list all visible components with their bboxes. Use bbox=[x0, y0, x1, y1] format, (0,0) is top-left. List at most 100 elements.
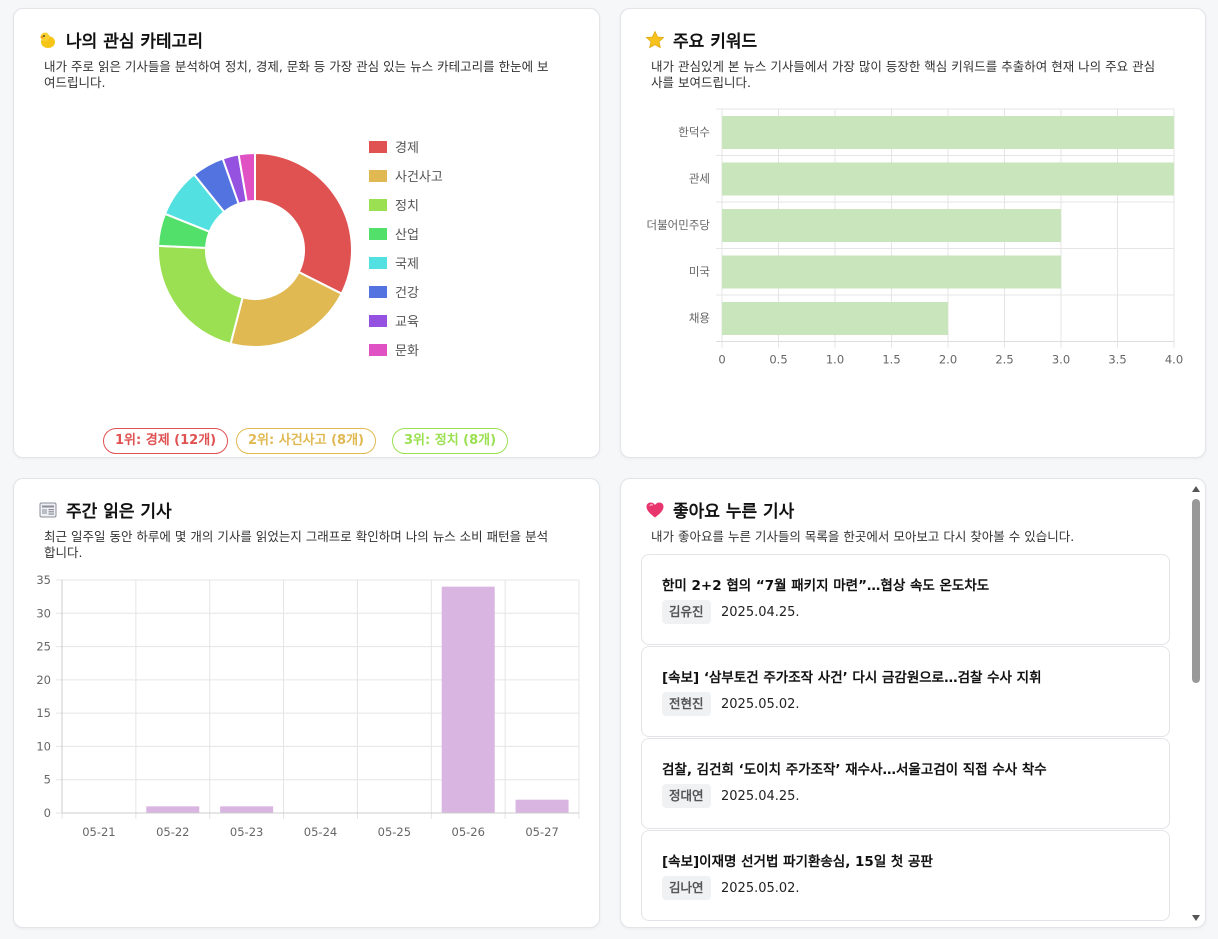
legend-swatch[interactable] bbox=[369, 141, 387, 153]
y-tick-label: 채용 bbox=[689, 311, 710, 325]
y-tick-label: 관세 bbox=[689, 172, 710, 186]
keyword-card-title: 주요 키워드 bbox=[645, 27, 757, 52]
category-card-title: 나의 관심 카테고리 bbox=[38, 27, 203, 52]
y-tick-label: 30 bbox=[36, 606, 51, 620]
y-tick-label: 25 bbox=[36, 640, 51, 654]
legend-label[interactable]: 정치 bbox=[395, 199, 419, 214]
weekly-desc-line1: 최근 일주일 동안 하루에 몇 개의 기사를 읽었는지 그래프로 확인하며 나의… bbox=[44, 529, 549, 544]
x-tick-label: 1.5 bbox=[882, 353, 900, 367]
x-tick-label: 05-24 bbox=[304, 825, 337, 839]
x-tick-label: 05-22 bbox=[156, 825, 189, 839]
keyword-bar-관세[interactable] bbox=[722, 162, 1174, 196]
legend-label[interactable]: 교육 bbox=[395, 315, 419, 330]
category-desc-line2: 여드립니다. bbox=[44, 75, 106, 90]
x-tick-label: 05-25 bbox=[378, 825, 411, 839]
liked-article-item[interactable]: [속보]이재명 선거법 파기환송심, 15일 첫 공판 김나연 2025.05.02… bbox=[641, 830, 1170, 921]
donut-slice-경제[interactable] bbox=[254, 151, 353, 296]
x-tick-label: 1.0 bbox=[826, 353, 844, 367]
x-tick-label: 05-21 bbox=[82, 825, 115, 839]
scroll-up-arrow-icon[interactable] bbox=[1192, 486, 1200, 492]
legend-swatch[interactable] bbox=[369, 315, 387, 327]
article-title[interactable]: [속보] ‘삼부토건 주가조작 사건’ 다시 금감원으로…검찰 수사 지휘 bbox=[662, 670, 1042, 686]
x-tick-label: 05-26 bbox=[452, 825, 485, 839]
weekly-card-title: 주간 읽은 기사 bbox=[38, 497, 172, 522]
scrollbar-thumb[interactable] bbox=[1192, 499, 1200, 683]
weekly-card: 주간 읽은 기사 최근 일주일 동안 하루에 몇 개의 기사를 읽었는지 그래프… bbox=[13, 478, 600, 928]
x-tick-label: 3.5 bbox=[1108, 353, 1126, 367]
category-desc-line1: 내가 주로 읽은 기사들을 분석하여 정치, 경제, 문화 등 가장 관심 있는… bbox=[44, 59, 549, 74]
x-tick-label: 3.0 bbox=[1052, 353, 1070, 367]
legend-swatch[interactable] bbox=[369, 286, 387, 298]
weekly-desc-line2: 합니다. bbox=[44, 545, 83, 560]
legend-label[interactable]: 경제 bbox=[395, 141, 419, 156]
liked-card: 좋아요 누른 기사 내가 좋아요를 누른 기사들의 목록을 한곳에서 모아보고 … bbox=[620, 478, 1206, 928]
keyword-desc-line2: 사를 보여드립니다. bbox=[651, 75, 751, 90]
article-title[interactable]: 검찰, 김건희 ‘도이치 주가조작’ 재수사…서울고검이 직접 수사 착수 bbox=[662, 762, 1047, 778]
donut-slice-사건사고[interactable] bbox=[229, 270, 343, 348]
weekly-desc: 최근 일주일 동안 하루에 몇 개의 기사를 읽었는지 그래프로 확인하며 나의… bbox=[44, 529, 548, 561]
y-tick-label: 10 bbox=[36, 739, 51, 753]
legend-swatch[interactable] bbox=[369, 344, 387, 356]
legend-label[interactable]: 문화 bbox=[395, 344, 419, 359]
newspaper-icon bbox=[39, 502, 57, 517]
rank-badge: 3위: 정치 (8개) bbox=[392, 428, 509, 454]
article-author: 정대연 bbox=[662, 784, 711, 808]
y-tick-label: 더불어민주당 bbox=[647, 218, 711, 232]
weekly-bar-05-27[interactable] bbox=[515, 799, 569, 813]
weekly-bar-05-23[interactable] bbox=[220, 806, 274, 813]
weekly-bar-chart: 0 5 10 15 20 25 30 35 05-21 05-22 05-23 05-24 05-25 0… bbox=[36, 573, 580, 839]
article-title[interactable]: [속보]이재명 선거법 파기환송심, 15일 첫 공판 bbox=[662, 854, 933, 870]
weekly-bar-05-22[interactable] bbox=[146, 806, 200, 813]
rank-badge: 2위: 사건사고 (8개) bbox=[236, 428, 376, 454]
article-date: 2025.05.02. bbox=[721, 881, 800, 896]
keyword-desc: 내가 관심있게 본 뉴스 기사들에서 가장 많이 등장한 핵심 키워드를 추출하… bbox=[651, 59, 1155, 91]
y-tick-label: 15 bbox=[36, 706, 51, 720]
scroll-down-arrow-icon[interactable] bbox=[1192, 915, 1200, 921]
article-title[interactable]: 한미 2+2 협의 “7월 패키지 마련”…협상 속도 온도차도 bbox=[662, 578, 990, 594]
y-tick-label: 한덕수 bbox=[678, 125, 710, 139]
x-tick-label: 4.0 bbox=[1165, 353, 1183, 367]
article-author: 김유진 bbox=[662, 600, 711, 624]
legend-label[interactable]: 사건사고 bbox=[395, 170, 443, 185]
legend-swatch[interactable] bbox=[369, 199, 387, 211]
scrollbar-track[interactable] bbox=[1191, 483, 1201, 923]
chick-icon bbox=[40, 32, 55, 48]
donut-slice-정치[interactable] bbox=[157, 244, 244, 346]
legend-label[interactable]: 산업 bbox=[395, 228, 419, 243]
x-tick-label: 05-23 bbox=[230, 825, 263, 839]
legend-swatch[interactable] bbox=[369, 228, 387, 240]
rank-badge: 1위: 경제 (12개) bbox=[103, 428, 229, 454]
donut-slice-문화[interactable] bbox=[237, 151, 256, 203]
keyword-card: 주요 키워드 내가 관심있게 본 뉴스 기사들에서 가장 많이 등장한 핵심 키… bbox=[620, 8, 1206, 458]
legend-label[interactable]: 국제 bbox=[395, 257, 419, 272]
liked-desc: 내가 좋아요를 누른 기사들의 목록을 한곳에서 모아보고 다시 찾아볼 수 있… bbox=[651, 529, 1075, 544]
weekly-title-text: 주간 읽은 기사 bbox=[66, 502, 172, 522]
y-tick-label: 0 bbox=[44, 806, 51, 820]
liked-scrollbar[interactable] bbox=[1191, 483, 1201, 923]
star-icon bbox=[645, 30, 665, 48]
article-date: 2025.04.25. bbox=[721, 605, 800, 620]
legend-swatch[interactable] bbox=[369, 257, 387, 269]
keyword-bar-채용[interactable] bbox=[722, 302, 948, 335]
keyword-bar-미국[interactable] bbox=[722, 255, 1061, 289]
category-desc: 내가 주로 읽은 기사들을 분석하여 정치, 경제, 문화 등 가장 관심 있는… bbox=[44, 59, 549, 91]
article-date: 2025.05.02. bbox=[721, 697, 800, 712]
keyword-bar-더불어민주당[interactable] bbox=[722, 209, 1061, 242]
y-tick-label: 5 bbox=[44, 773, 51, 787]
x-tick-label: 2.0 bbox=[939, 353, 957, 367]
legend-label[interactable]: 건강 bbox=[395, 286, 419, 301]
heart-icon bbox=[646, 502, 664, 517]
y-tick-label: 미국 bbox=[689, 265, 710, 279]
liked-title-text: 좋아요 누른 기사 bbox=[673, 502, 795, 522]
weekly-bar-05-26[interactable] bbox=[441, 586, 495, 813]
article-author: 전현진 bbox=[662, 692, 711, 716]
y-tick-label: 35 bbox=[36, 573, 51, 587]
category-title-text: 나의 관심 카테고리 bbox=[66, 32, 203, 52]
keyword-bar-한덕수[interactable] bbox=[722, 116, 1174, 149]
legend-swatch[interactable] bbox=[369, 170, 387, 182]
